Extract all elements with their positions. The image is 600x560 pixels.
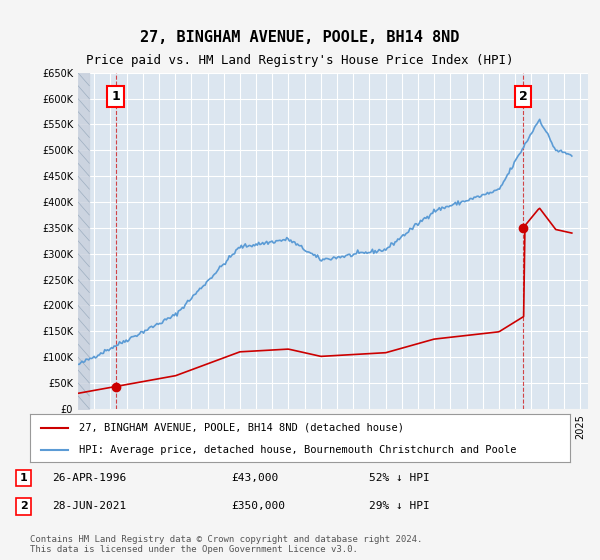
Text: Contains HM Land Registry data © Crown copyright and database right 2024.
This d: Contains HM Land Registry data © Crown c… xyxy=(30,535,422,554)
Text: 1: 1 xyxy=(20,473,28,483)
Text: 27, BINGHAM AVENUE, POOLE, BH14 8ND: 27, BINGHAM AVENUE, POOLE, BH14 8ND xyxy=(140,30,460,45)
Text: £43,000: £43,000 xyxy=(231,473,278,483)
Text: 2: 2 xyxy=(519,90,527,103)
Text: 29% ↓ HPI: 29% ↓ HPI xyxy=(369,501,430,511)
Text: £350,000: £350,000 xyxy=(231,501,285,511)
Text: 28-JUN-2021: 28-JUN-2021 xyxy=(52,501,127,511)
Text: 27, BINGHAM AVENUE, POOLE, BH14 8ND (detached house): 27, BINGHAM AVENUE, POOLE, BH14 8ND (det… xyxy=(79,423,404,433)
Text: 1: 1 xyxy=(111,90,120,103)
Text: Price paid vs. HM Land Registry's House Price Index (HPI): Price paid vs. HM Land Registry's House … xyxy=(86,54,514,67)
Text: 52% ↓ HPI: 52% ↓ HPI xyxy=(369,473,430,483)
Text: 2: 2 xyxy=(20,501,28,511)
Text: HPI: Average price, detached house, Bournemouth Christchurch and Poole: HPI: Average price, detached house, Bour… xyxy=(79,445,516,455)
Text: 26-APR-1996: 26-APR-1996 xyxy=(52,473,127,483)
